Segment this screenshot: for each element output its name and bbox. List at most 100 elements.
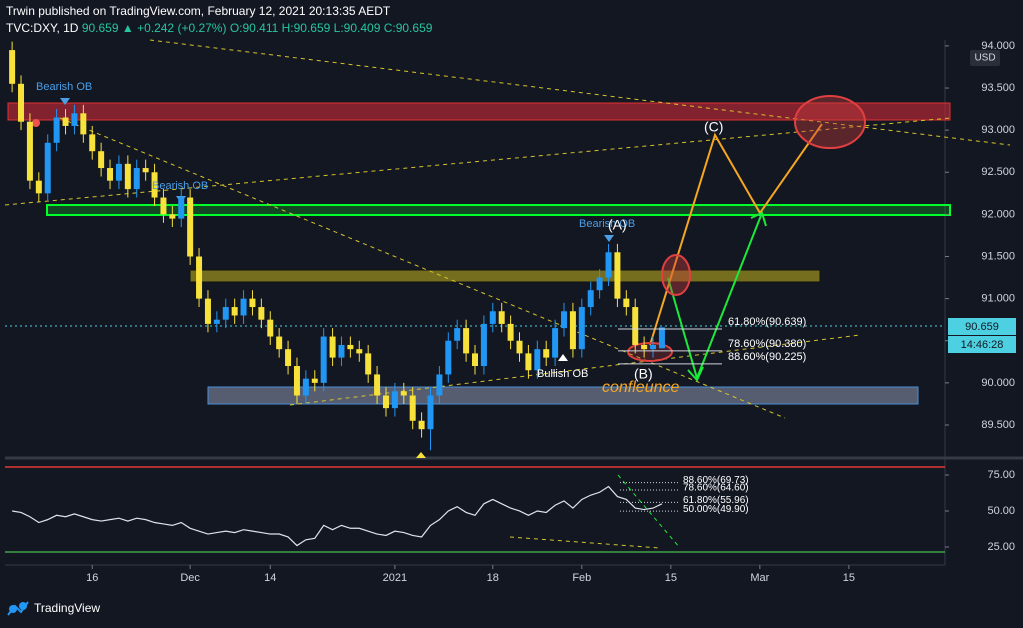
x-tick-label: Mar <box>750 572 769 584</box>
resistance-zone <box>46 204 951 216</box>
candle-body <box>489 311 496 324</box>
candle-body <box>614 252 621 299</box>
fib-label: 61.80%(55.96) <box>683 495 749 506</box>
marker <box>416 452 426 458</box>
marker <box>32 119 40 127</box>
projection-path <box>649 123 823 346</box>
candle-body <box>142 168 149 173</box>
y-tick-label: 90.000 <box>981 377 1015 389</box>
price-tag <box>948 318 1016 335</box>
y-tick-label: 92.500 <box>981 166 1015 178</box>
annotation: Bearish OB <box>36 81 92 93</box>
candle-body <box>196 256 203 299</box>
candle-body <box>124 163 131 190</box>
candle-body <box>480 323 487 367</box>
annotation: confleunce <box>602 379 679 396</box>
trendline <box>59 117 786 419</box>
candle-body <box>53 117 60 143</box>
candle-body <box>605 252 612 278</box>
candle-body <box>98 151 105 169</box>
candle-body <box>151 172 158 198</box>
candle-body <box>382 395 389 409</box>
candle-body <box>596 277 603 291</box>
y-tick-label: 91.000 <box>981 293 1015 305</box>
candle-body <box>267 319 274 337</box>
marker <box>558 354 568 361</box>
y-tick-label: 50.00 <box>987 505 1015 517</box>
candle-body <box>178 197 185 219</box>
x-tick-label: 2021 <box>383 572 407 584</box>
candle-body <box>285 349 292 367</box>
candle-body <box>525 353 532 371</box>
candle-body <box>258 307 265 320</box>
candle-body <box>552 328 559 358</box>
fib-label: 88.60%(90.225) <box>728 351 806 363</box>
trendline <box>4 117 951 206</box>
supply-zone <box>7 102 951 121</box>
candle-body <box>347 344 354 350</box>
candle-body <box>213 319 220 324</box>
countdown: 14:46:28 <box>961 339 1004 351</box>
candle-body <box>107 168 114 181</box>
change: ▲ +0.242 (+0.27%) <box>122 21 227 35</box>
fib-label: 78.60%(90.380) <box>728 338 806 350</box>
candle-body <box>115 163 122 181</box>
candle-body <box>89 134 96 152</box>
candle-body <box>427 395 434 430</box>
wave-label: (C) <box>704 119 723 135</box>
y-tick-label: 89.500 <box>981 419 1015 431</box>
candle-body <box>356 349 363 354</box>
target-circle <box>627 342 673 362</box>
currency-badge <box>970 50 1000 66</box>
fib-label: 88.60%(69.73) <box>683 475 749 486</box>
wave-label: (A) <box>608 217 627 233</box>
candle-body <box>320 336 327 383</box>
candle-body <box>374 374 381 396</box>
candle-body <box>133 168 140 190</box>
candle-body <box>641 344 648 350</box>
candle-body <box>240 298 247 316</box>
candle-body <box>302 378 309 396</box>
candle-body <box>329 336 336 358</box>
candle-body <box>418 420 425 430</box>
x-tick-label: 18 <box>487 572 499 584</box>
candle-body <box>543 349 550 358</box>
fib-label: 50.00%(49.90) <box>683 504 749 515</box>
candle-body <box>338 344 345 358</box>
y-tick-label: 92.000 <box>981 208 1015 220</box>
brand: TradingView <box>34 601 100 615</box>
ohlc: O:90.411 H:90.659 L:90.409 C:90.659 <box>230 21 433 35</box>
x-tick-label: 15 <box>843 572 855 584</box>
candle-body <box>293 366 300 396</box>
candle-body <box>9 50 16 84</box>
candle-body <box>463 328 470 354</box>
candle-body <box>44 142 51 194</box>
candle-body <box>454 328 461 341</box>
fib-label: 61.80%(90.639) <box>728 316 806 328</box>
candle-body <box>623 298 630 308</box>
candle-body <box>650 344 657 350</box>
candle-body <box>445 340 452 375</box>
y-tick-label: 25.00 <box>987 541 1015 553</box>
candle-body <box>311 378 318 383</box>
candle-body <box>516 340 523 354</box>
candle-body <box>569 311 576 350</box>
candle-body <box>276 336 283 350</box>
arrow-head <box>750 211 767 227</box>
annotation: Bullish OB <box>537 368 588 380</box>
countdown-tag <box>948 336 1016 353</box>
annotation: Bearish OB <box>152 180 208 192</box>
candle-body <box>472 353 478 367</box>
rsi-line <box>12 485 663 547</box>
candle-body <box>632 307 639 345</box>
fib-label: 78.60%(64.60) <box>683 483 749 494</box>
last-price: 90.659 <box>82 21 119 35</box>
olive-zone <box>189 269 821 283</box>
trendline <box>149 39 1011 146</box>
candle-body <box>498 311 505 324</box>
candle-body <box>578 307 585 350</box>
candle-body <box>249 298 256 308</box>
x-tick-label: 15 <box>665 572 677 584</box>
